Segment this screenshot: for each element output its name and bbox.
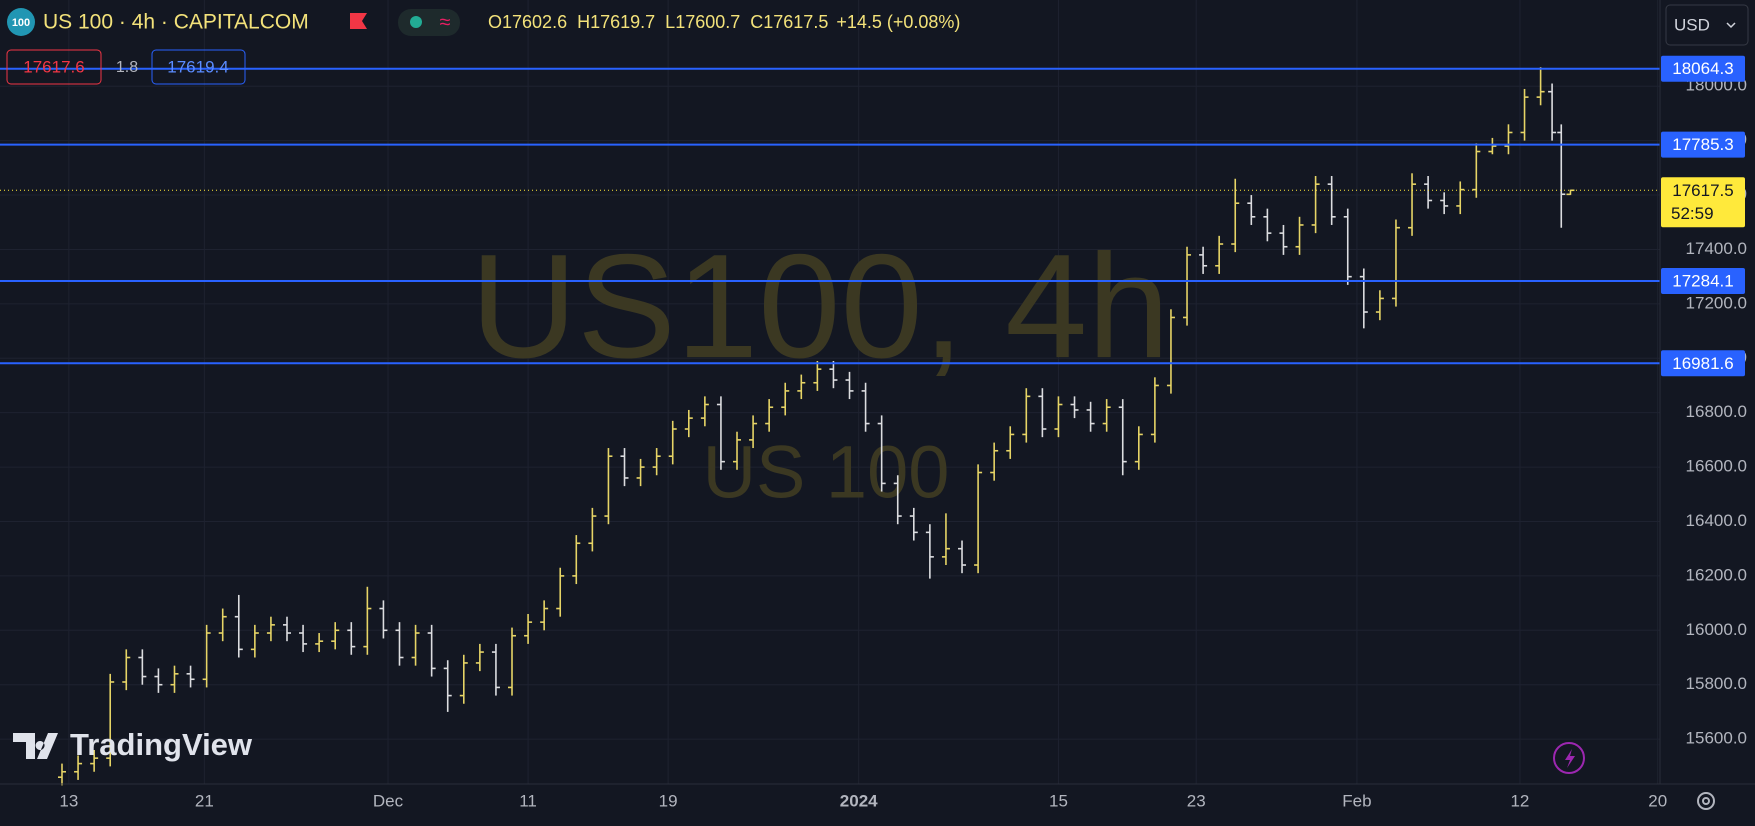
x-tick-label: 13 [59,791,78,810]
x-tick-label: 12 [1510,791,1529,810]
y-tick-label: 16400.0 [1686,511,1747,530]
countdown: 52:59 [1671,204,1714,223]
y-tick-label: 17200.0 [1686,293,1747,312]
x-tick-label: 15 [1049,791,1068,810]
x-tick-label: Dec [373,791,404,810]
last-price-label: 17617.5 [1672,181,1733,200]
x-tick-label: 19 [659,791,678,810]
y-tick-label: 16800.0 [1686,402,1747,421]
y-tick-label: 15800.0 [1686,674,1747,693]
legend-value: 17602.6 [502,12,567,32]
level-label: 17785.3 [1672,135,1733,154]
watermark: US100, 4h [470,224,1169,389]
level-label: 16981.6 [1672,354,1733,373]
x-tick-label: 20 [1648,791,1667,810]
watermark-sub: US 100 [703,431,950,514]
level-label-box [1661,267,1745,294]
flag-icon[interactable] [350,13,367,29]
legend-value: 17619.7 [590,12,655,32]
y-tick-label: 16000.0 [1686,620,1747,639]
symbol-badge: 100 [12,17,30,29]
sell-price: 17617.6 [23,57,84,76]
ohlc-legend: O17602.6 H17619.7 L17600.7 C17617.5 +14.5 (+… [488,12,960,32]
sell-button[interactable] [6,49,102,85]
market-open-dot [410,16,422,28]
legend-change: +14.5 (+0.08%) [836,12,960,32]
bars [57,67,1575,786]
symbol-icon [7,8,35,36]
brand-logo [13,733,58,759]
level-label-box [1661,350,1745,377]
x-tick-label: 2024 [840,791,878,810]
y-tick-label: 16200.0 [1686,565,1747,584]
legend-value: 17600.7 [675,12,740,32]
legend-label: C [750,12,763,32]
legend-label: O [488,12,502,32]
symbol-title[interactable]: US 100 · 4h · CAPITALCOM [43,11,309,34]
dropdown-arrow [1726,22,1736,29]
level-label: 17284.1 [1672,271,1733,290]
alert-icon[interactable] [1553,742,1585,774]
x-tick-label: 11 [519,791,537,810]
y-tick-label: 16600.0 [1686,457,1747,476]
level-label-box [1661,131,1745,158]
levels [0,67,1660,365]
status-pill[interactable] [398,9,460,36]
level-label-box [1661,55,1745,82]
level-label: 18064.3 [1672,59,1733,78]
legend-label: H [577,12,590,32]
currency-select[interactable] [1665,4,1749,46]
spread: 1.8 [116,59,138,76]
buy-button[interactable] [151,49,246,85]
currency: USD [1674,15,1710,34]
legend-value: 17617.5 [763,12,828,32]
settings-icon[interactable] [1697,792,1715,810]
x-tick-label: 23 [1187,791,1206,810]
alert-bolt [1565,749,1575,768]
x-tick-label: 21 [195,791,214,810]
y-tick-label: 17400.0 [1686,239,1747,258]
last-price-box [1661,177,1745,228]
legend-label: L [665,12,675,32]
x-tick-label: Feb [1342,791,1371,810]
y-tick-label: 15600.0 [1686,729,1747,748]
brand-name: TradingView [70,727,253,762]
buy-price: 17619.4 [167,57,228,76]
settings-icon-center [1702,797,1710,805]
grid [0,0,1660,784]
data-delay-icon: ≈ [440,11,451,33]
